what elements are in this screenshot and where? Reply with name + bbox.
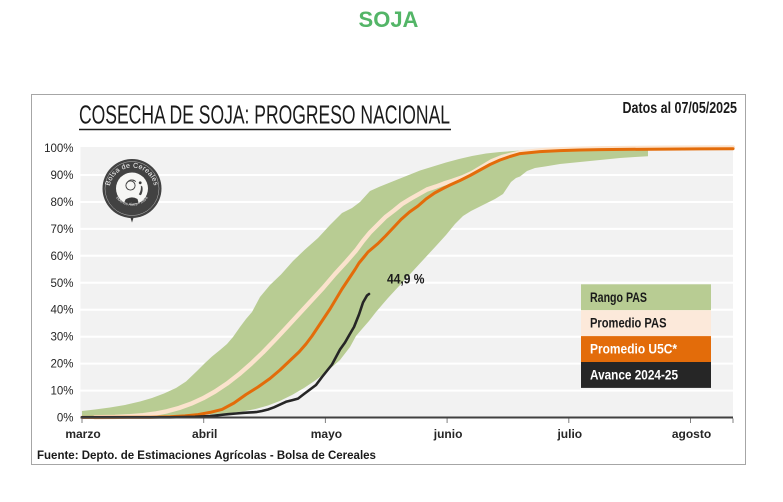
svg-text:julio: julio — [556, 427, 582, 441]
svg-text:marzo: marzo — [65, 427, 100, 441]
svg-text:Datos al 07/05/2025: Datos al 07/05/2025 — [623, 100, 738, 117]
svg-text:44,9 %: 44,9 % — [387, 272, 425, 287]
svg-text:Fuente: Depto. de Estimaciones: Fuente: Depto. de Estimaciones Agrícolas… — [37, 450, 376, 462]
svg-text:COSECHA DE SOJA: PROGRESO NACI: COSECHA DE SOJA: PROGRESO NACIONAL — [79, 102, 450, 130]
svg-text:20%: 20% — [50, 359, 73, 371]
svg-text:SOJA: SOJA — [359, 7, 419, 32]
svg-text:90%: 90% — [50, 170, 73, 182]
svg-text:Avance 2024-25: Avance 2024-25 — [590, 368, 678, 383]
svg-text:60%: 60% — [50, 251, 73, 263]
svg-text:Promedio U5C*: Promedio U5C* — [590, 342, 678, 357]
svg-text:mayo: mayo — [311, 427, 342, 441]
svg-text:agosto: agosto — [672, 427, 711, 441]
svg-text:Promedio PAS: Promedio PAS — [590, 316, 667, 331]
svg-text:50%: 50% — [50, 278, 73, 290]
svg-text:30%: 30% — [50, 332, 73, 344]
svg-text:junio: junio — [433, 427, 463, 441]
svg-text:40%: 40% — [50, 305, 73, 317]
svg-text:80%: 80% — [50, 197, 73, 209]
svg-text:70%: 70% — [50, 224, 73, 236]
svg-text:Rango PAS: Rango PAS — [590, 290, 647, 305]
svg-text:10%: 10% — [50, 386, 73, 398]
svg-text:abril: abril — [192, 427, 217, 441]
svg-text:100%: 100% — [44, 143, 73, 155]
svg-text:0%: 0% — [57, 413, 74, 425]
